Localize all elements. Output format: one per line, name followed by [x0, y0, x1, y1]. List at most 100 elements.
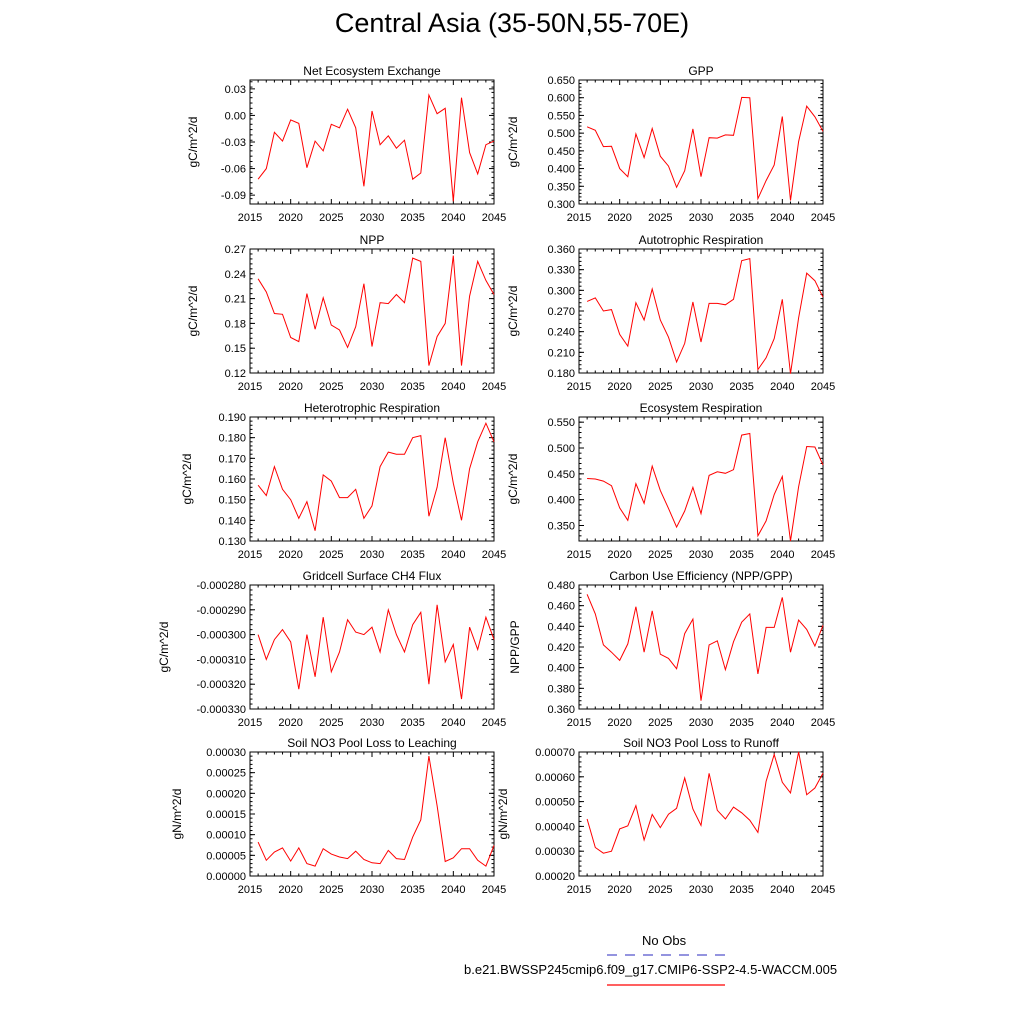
y-tick-label: 0.00020 [206, 788, 246, 800]
x-tick-label: 2030 [360, 212, 384, 224]
y-tick-label: 0.00000 [206, 871, 246, 883]
y-axis-label: gC/m^2/d [506, 286, 520, 337]
y-tick-label: -0.000300 [196, 630, 246, 642]
series-line [587, 432, 824, 542]
y-tick-label: 0.00020 [535, 871, 575, 883]
plot-frame [578, 79, 824, 205]
chart-title: Soil NO3 Pool Loss to Leaching [287, 736, 456, 750]
x-tick-label: 2040 [770, 381, 794, 393]
x-tick-label: 2045 [482, 381, 506, 393]
y-axis-label: gC/m^2/d [157, 622, 171, 673]
x-tick-label: 2040 [441, 717, 465, 729]
y-tick-label: 0.00060 [535, 772, 575, 784]
y-tick-label: -0.000290 [196, 605, 246, 617]
chart-panel-1: Net Ecosystem Exchange gC/m^2/d 2015 2020 20… [186, 64, 506, 224]
x-tick-label: 2040 [441, 549, 465, 561]
y-tick-label: 0.500 [547, 128, 575, 140]
page-title: Central Asia (35-50N,55-70E) [334, 8, 690, 38]
plot-frame [578, 416, 824, 542]
chart-panel-4: Autotrophic Respiration gC/m^2/d 2015 2020 2… [506, 233, 835, 393]
x-tick-label: 2040 [770, 717, 794, 729]
y-tick-label: 0.400 [547, 164, 575, 176]
x-tick-label: 2020 [607, 884, 631, 896]
chart-title: Autotrophic Respiration [639, 233, 764, 247]
y-tick-label: 0.190 [218, 412, 246, 424]
x-tick-label: 2025 [648, 381, 672, 393]
y-tick-label: 0.360 [547, 704, 575, 716]
x-tick-label: 2035 [729, 549, 753, 561]
x-tick-label: 2025 [648, 717, 672, 729]
x-tick-label: 2045 [811, 549, 835, 561]
x-tick-label: 2020 [278, 381, 302, 393]
x-tick-label: 2020 [607, 549, 631, 561]
x-tick-label: 2015 [238, 381, 262, 393]
x-tick-label: 2035 [400, 884, 424, 896]
x-tick-label: 2035 [729, 212, 753, 224]
y-tick-label: 0.550 [547, 417, 575, 429]
y-tick-label: 0.00 [225, 110, 246, 122]
x-tick-label: 2015 [238, 717, 262, 729]
x-tick-label: 2035 [400, 717, 424, 729]
chart-panel-7: Gridcell Surface CH4 Flux gC/m^2/d 2015 202… [157, 569, 506, 729]
x-tick-label: 2045 [811, 884, 835, 896]
x-tick-label: 2040 [441, 212, 465, 224]
chart-panel-2: GPP gC/m^2/d 2015 2020 2025 2030 2035 2040 2045 0… [506, 64, 835, 224]
x-tick-label: 2030 [689, 717, 713, 729]
y-tick-label: 0.27 [225, 244, 246, 256]
x-tick-label: 2035 [400, 381, 424, 393]
y-tick-label: -0.06 [221, 164, 246, 176]
y-tick-label: 0.130 [218, 536, 246, 548]
plot-frame [249, 79, 495, 205]
y-tick-label: 0.21 [225, 294, 246, 306]
x-tick-label: 2025 [648, 212, 672, 224]
x-tick-label: 2045 [482, 212, 506, 224]
y-tick-label: 0.180 [218, 433, 246, 445]
x-tick-label: 2040 [770, 884, 794, 896]
x-tick-label: 2025 [648, 884, 672, 896]
chart-panel-8: Carbon Use Efficiency (NPP/GPP) NPP/GPP 20… [508, 569, 835, 729]
x-tick-label: 2015 [567, 212, 591, 224]
x-tick-label: 2035 [400, 212, 424, 224]
y-axis-label: NPP/GPP [508, 620, 522, 673]
y-tick-label: 0.00030 [206, 747, 246, 759]
x-tick-label: 2025 [319, 212, 343, 224]
x-tick-label: 2045 [482, 717, 506, 729]
x-tick-label: 2015 [567, 381, 591, 393]
x-tick-label: 2035 [729, 717, 753, 729]
series-line [586, 594, 824, 701]
y-tick-label: 0.460 [547, 601, 575, 613]
plot-frame [249, 751, 495, 877]
chart-title: Heterotrophic Respiration [304, 401, 440, 415]
y-axis-label: gC/m^2/d [506, 117, 520, 168]
y-axis-label: gC/m^2/d [180, 454, 194, 505]
legend-obs-label: No Obs [642, 933, 687, 948]
x-tick-label: 2035 [729, 884, 753, 896]
y-tick-label: 0.300 [547, 285, 575, 297]
y-tick-label: 0.240 [547, 327, 575, 339]
y-tick-label: 0.00015 [206, 809, 246, 821]
y-tick-label: 0.15 [225, 343, 246, 355]
chart-panel-10: Soil NO3 Pool Loss to Runoff gN/m^2/d 2015… [496, 736, 835, 896]
y-tick-label: 0.140 [218, 515, 246, 527]
chart-title: GPP [688, 64, 713, 78]
series-line [586, 96, 824, 201]
y-tick-label: 0.12 [225, 368, 246, 380]
y-tick-label: 0.180 [547, 368, 575, 380]
y-tick-label: -0.03 [221, 137, 246, 149]
y-tick-label: 0.270 [547, 306, 575, 318]
x-tick-label: 2045 [811, 212, 835, 224]
chart-title: Soil NO3 Pool Loss to Runoff [623, 736, 780, 750]
y-tick-label: 0.00050 [535, 797, 575, 809]
y-tick-label: 0.150 [218, 495, 246, 507]
y-tick-label: 0.450 [547, 146, 575, 158]
y-tick-label: -0.000320 [196, 679, 246, 691]
x-tick-label: 2015 [238, 212, 262, 224]
y-tick-label: 0.600 [547, 93, 575, 105]
series-line [257, 756, 495, 867]
series-line [257, 255, 495, 366]
y-tick-label: 0.450 [547, 469, 575, 481]
x-tick-label: 2025 [319, 381, 343, 393]
x-tick-label: 2045 [482, 884, 506, 896]
y-tick-label: 0.350 [547, 521, 575, 533]
x-tick-label: 2030 [360, 717, 384, 729]
